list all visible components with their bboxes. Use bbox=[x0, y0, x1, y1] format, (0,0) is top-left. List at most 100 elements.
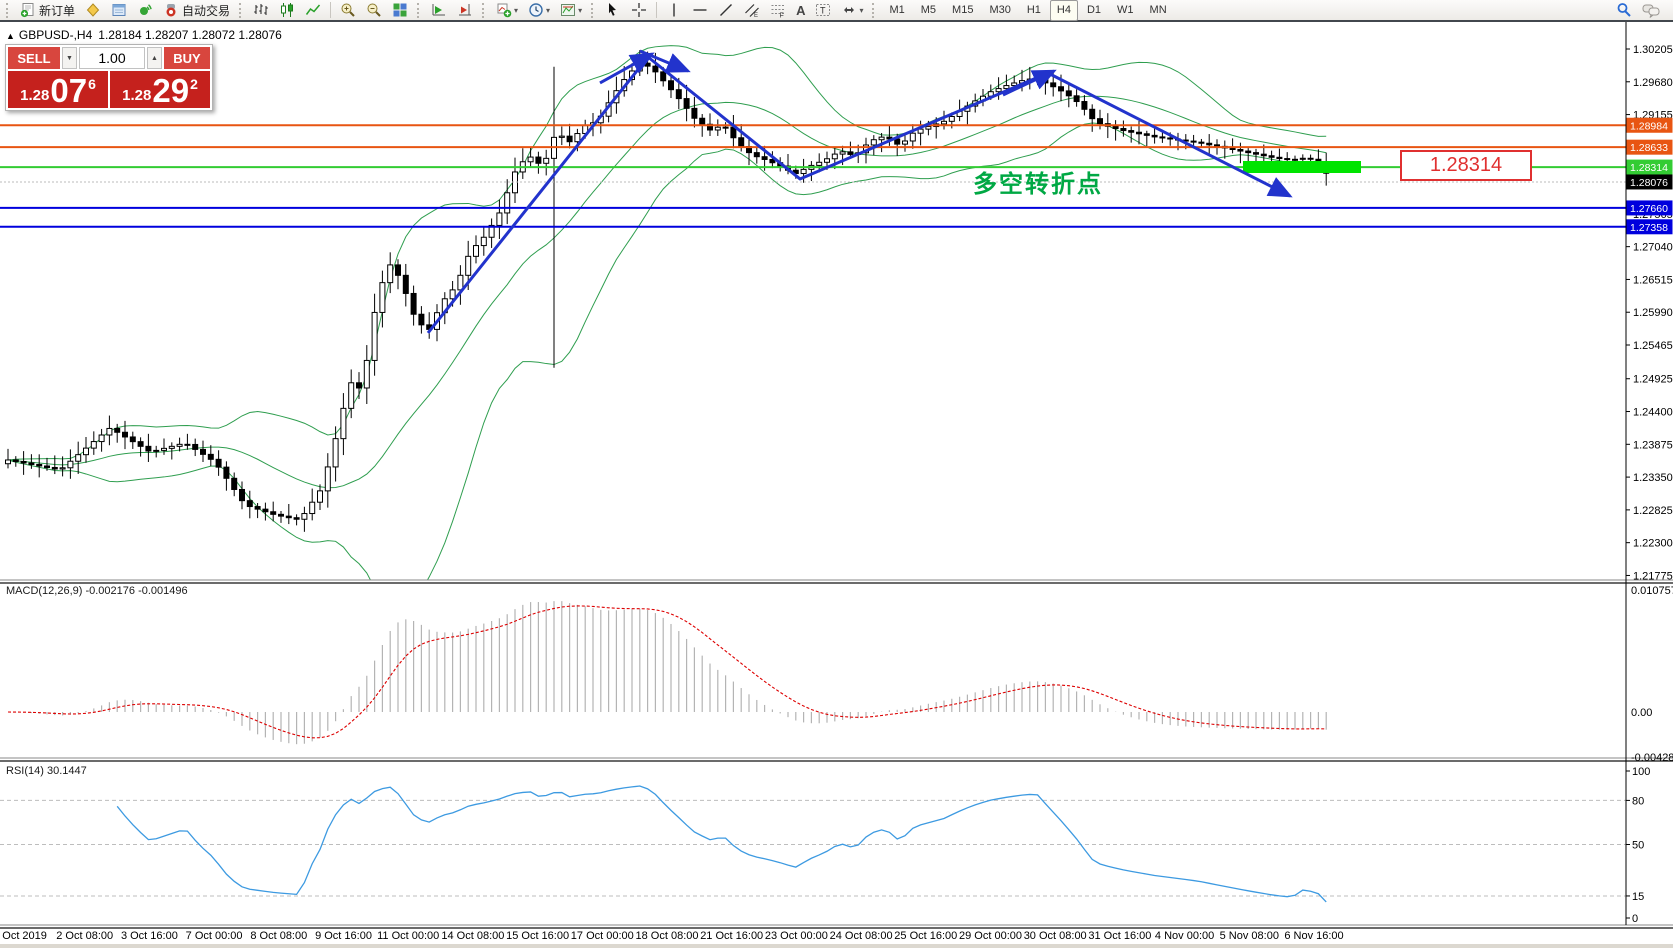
navigator-button[interactable] bbox=[133, 0, 157, 21]
svg-text:1.28076: 1.28076 bbox=[1630, 177, 1668, 189]
timeframe-mn-button[interactable]: MN bbox=[1149, 4, 1167, 16]
svg-text:1.23875: 1.23875 bbox=[1633, 439, 1673, 451]
navigator-icon bbox=[140, 4, 152, 15]
sell-price[interactable]: 1.28 07 6 bbox=[8, 71, 108, 108]
templates-icon bbox=[561, 4, 576, 16]
svg-text:1 Oct 2019: 1 Oct 2019 bbox=[0, 930, 47, 942]
main-toolbar: 新订单 自动交易 bbox=[0, 0, 1673, 22]
svg-text:1.28314: 1.28314 bbox=[1630, 162, 1668, 174]
line-chart-button[interactable] bbox=[301, 0, 325, 21]
svg-text:2 Oct 08:00: 2 Oct 08:00 bbox=[56, 930, 113, 942]
candles-layer bbox=[5, 50, 1330, 532]
periods-button[interactable]: ▾ bbox=[524, 0, 554, 21]
svg-text:15 Oct 16:00: 15 Oct 16:00 bbox=[506, 930, 569, 942]
svg-text:23 Oct 00:00: 23 Oct 00:00 bbox=[765, 930, 828, 942]
svg-text:11 Oct 00:00: 11 Oct 00:00 bbox=[377, 930, 439, 942]
timeframe-h4-button[interactable]: H4 bbox=[1049, 0, 1078, 21]
highlight-rectangle[interactable] bbox=[1243, 161, 1361, 173]
price-axis[interactable]: 1.302051.296801.291551.275651.270401.265… bbox=[1625, 22, 1673, 925]
crosshair-tool-button[interactable] bbox=[627, 0, 651, 21]
label-tool-button[interactable]: T bbox=[811, 0, 835, 21]
timeframe-group: M1 M5 M15 M30 H1 H4 D1 W1 MN bbox=[881, 0, 1174, 21]
new-order-icon bbox=[20, 3, 34, 18]
fibonacci-tool-button[interactable]: F bbox=[766, 0, 790, 21]
timeframe-d1-button[interactable]: D1 bbox=[1086, 4, 1102, 16]
bar-chart-button[interactable] bbox=[249, 0, 273, 21]
autotrading-label: 自动交易 bbox=[182, 3, 231, 18]
svg-text:1.21775: 1.21775 bbox=[1633, 570, 1673, 582]
time-axis[interactable]: 1 Oct 2019 2 Oct 08:00 3 Oct 16:00 7 Oct 00… bbox=[0, 930, 1344, 942]
buy-price[interactable]: 1.28 29 2 bbox=[110, 71, 210, 108]
buy-button[interactable]: BUY bbox=[164, 47, 210, 69]
zoom-out-button[interactable] bbox=[362, 0, 386, 21]
svg-text:1.28984: 1.28984 bbox=[1630, 120, 1668, 132]
svg-text:1.27358: 1.27358 bbox=[1630, 222, 1668, 234]
timeframe-w1-button[interactable]: W1 bbox=[1117, 4, 1134, 16]
svg-text:0.00: 0.00 bbox=[1631, 707, 1652, 719]
arrows-tool-button[interactable]: ▾ bbox=[837, 0, 867, 21]
svg-text:100: 100 bbox=[1632, 766, 1650, 778]
zigzag-object[interactable] bbox=[426, 49, 1293, 334]
equidistant-channel-icon: E bbox=[745, 4, 760, 18]
trendline-tool-button[interactable] bbox=[714, 0, 738, 21]
svg-text:25 Oct 16:00: 25 Oct 16:00 bbox=[894, 930, 957, 942]
price-box[interactable]: 1.28314 bbox=[1400, 150, 1532, 181]
svg-text:9 Oct 16:00: 9 Oct 16:00 bbox=[315, 930, 372, 942]
zoom-in-button[interactable] bbox=[336, 0, 360, 21]
dropdown-caret-icon: ▾ bbox=[514, 5, 519, 15]
dropdown-caret-icon: ▾ bbox=[546, 5, 551, 15]
search-icon bbox=[1617, 3, 1631, 17]
rsi-indicator-label: RSI(14) 30.1447 bbox=[6, 765, 87, 777]
chart-shift-button[interactable] bbox=[453, 0, 477, 21]
timeframe-m15-button[interactable]: M15 bbox=[952, 4, 974, 16]
tile-windows-button[interactable] bbox=[388, 0, 412, 21]
rsi-pane bbox=[0, 785, 1626, 903]
volume-down-icon: ▼ bbox=[66, 54, 73, 62]
turning-point-label: 多空转折点 bbox=[973, 171, 1103, 198]
sell-button[interactable]: SELL bbox=[8, 47, 60, 69]
svg-text:29 Oct 00:00: 29 Oct 00:00 bbox=[959, 930, 1022, 942]
svg-text:1.30205: 1.30205 bbox=[1633, 44, 1673, 56]
collapse-icon[interactable]: ▲ bbox=[6, 31, 15, 41]
timeframe-m30-button[interactable]: M30 bbox=[989, 4, 1011, 16]
chat-button[interactable] bbox=[1638, 0, 1664, 21]
vertical-line-tool-button[interactable] bbox=[662, 0, 686, 21]
data-window-button[interactable] bbox=[107, 0, 131, 21]
toolbar-separator bbox=[656, 2, 658, 18]
svg-text:30 Oct 08:00: 30 Oct 08:00 bbox=[1024, 930, 1087, 942]
autotrading-button[interactable]: 自动交易 bbox=[159, 0, 234, 21]
autotrading-icon bbox=[166, 4, 176, 17]
candlestick-chart-button[interactable] bbox=[275, 0, 299, 21]
svg-text:1.22300: 1.22300 bbox=[1633, 538, 1673, 550]
volume-input[interactable]: 1.00 bbox=[79, 47, 145, 69]
volume-up-button[interactable]: ▲ bbox=[147, 47, 162, 69]
auto-scroll-button[interactable] bbox=[427, 0, 451, 21]
toolbar-grip bbox=[239, 2, 244, 18]
trendline-icon bbox=[720, 4, 733, 16]
toolbar-grip bbox=[872, 2, 877, 18]
text-tool-button[interactable]: A bbox=[792, 0, 809, 21]
buy-price-prefix: 1.28 bbox=[122, 87, 152, 104]
market-watch-button[interactable] bbox=[81, 0, 105, 21]
cursor-icon bbox=[609, 3, 617, 16]
svg-text:1.22825: 1.22825 bbox=[1633, 505, 1673, 517]
add-indicator-button[interactable]: ▾ bbox=[492, 0, 522, 21]
new-order-button[interactable]: 新订单 bbox=[16, 0, 79, 21]
new-order-label: 新订单 bbox=[39, 3, 76, 18]
horizontal-line-tool-button[interactable] bbox=[688, 0, 712, 21]
macd-indicator-label: MACD(12,26,9) -0.002176 -0.001496 bbox=[6, 585, 188, 597]
search-button[interactable] bbox=[1612, 0, 1636, 21]
svg-text:0.010757: 0.010757 bbox=[1631, 585, 1673, 597]
equidistant-channel-tool-button[interactable]: E bbox=[740, 0, 764, 21]
svg-text:0: 0 bbox=[1632, 913, 1638, 925]
timeframe-h1-button[interactable]: H1 bbox=[1026, 4, 1041, 16]
timeframe-m5-button[interactable]: M5 bbox=[920, 4, 937, 16]
volume-down-button[interactable]: ▼ bbox=[62, 47, 77, 69]
templates-button[interactable]: ▾ bbox=[556, 0, 586, 21]
svg-text:1.23350: 1.23350 bbox=[1633, 472, 1673, 484]
add-indicator-icon bbox=[497, 3, 512, 18]
volume-up-icon: ▲ bbox=[151, 54, 158, 62]
cursor-tool-button[interactable] bbox=[601, 0, 625, 21]
timeframe-m1-button[interactable]: M1 bbox=[889, 4, 905, 16]
